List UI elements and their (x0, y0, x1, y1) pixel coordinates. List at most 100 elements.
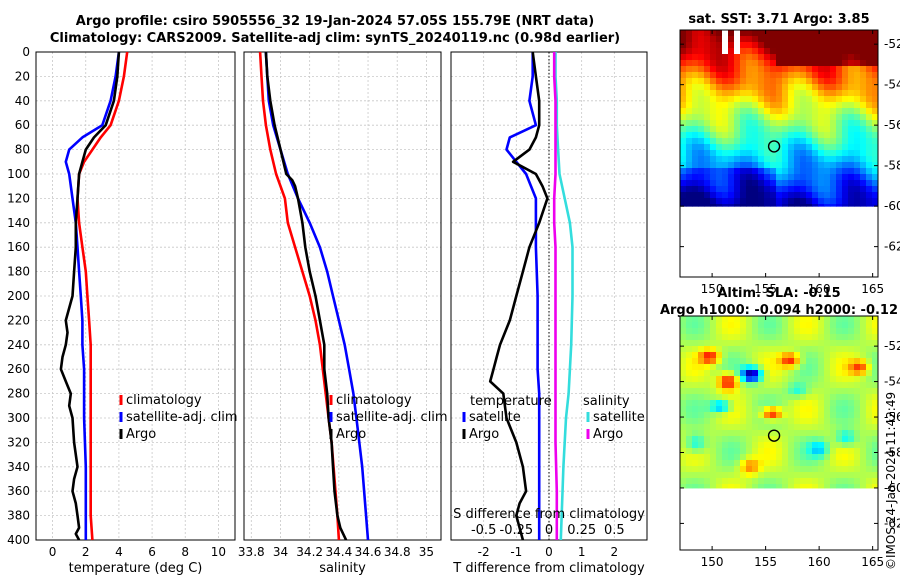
y-tick-label: 320 (7, 435, 30, 449)
x2-tick-label: -0.25 (500, 523, 534, 538)
y-tick-label: 100 (7, 167, 30, 181)
x-tick-label: 1 (578, 545, 586, 559)
x-axis-label: salinity (319, 561, 366, 576)
map-x-tick-label: 155 (754, 282, 777, 296)
y-tick-label: 200 (7, 289, 30, 303)
legend-difference: temperature salinitysatelliteArgosatellit… (453, 394, 645, 538)
panel-difference: -2 -1 0 1 2 T difference from climatology (450, 51, 648, 576)
sla-map: 150 155 160 165 -52 -54 -56 -58 -60 -62 (679, 315, 900, 569)
x-tick-label: 35 (419, 545, 434, 559)
sst-map-frame (679, 29, 879, 278)
legend-label: Argo (336, 427, 366, 442)
header-line-2: Climatology: CARS2009. Satellite-adj cli… (49, 31, 621, 46)
map-y-tick-label: -62 (884, 240, 900, 254)
map-x-tick-label: 150 (701, 282, 724, 296)
x-tick-label: 4 (115, 545, 123, 559)
sla-map-argo-marker (767, 429, 781, 442)
legend-label: satellite (469, 410, 521, 425)
y-tick-label: 300 (7, 411, 30, 425)
y-tick-label: 140 (7, 216, 30, 230)
x-tick-label: 6 (148, 545, 156, 559)
x-axis-label: T difference from climatology (452, 561, 645, 576)
x-tick-label: 34.8 (384, 545, 411, 559)
map-y-tick-label: -56 (884, 118, 900, 132)
series-line-temperature-satellite (505, 52, 541, 540)
sst-map-title: sat. SST: 3.71 Argo: 3.85 (688, 12, 869, 27)
x-tick-label: 34.4 (325, 545, 352, 559)
y-tick-label: 160 (7, 240, 30, 254)
y-tick-label: 60 (15, 118, 30, 132)
x-tick-label: -2 (478, 545, 490, 559)
sla-map-field (680, 316, 879, 489)
legend-label: climatology (336, 393, 412, 408)
legend-label: Argo (593, 427, 623, 442)
map-y-tick-label: -58 (884, 446, 900, 460)
series-line-argo (59, 51, 121, 541)
x2-tick-label: 0 (545, 523, 553, 538)
x-axis-label: temperature (deg C) (69, 561, 203, 576)
x2-tick-label: 0.25 (567, 523, 596, 538)
map-y-tick-label: -52 (884, 37, 900, 51)
sla-map-frame (679, 315, 879, 551)
legend-label: satellite-adj. clim (336, 410, 448, 425)
map-x-tick-label: 165 (861, 555, 884, 569)
map-x-tick-label: 150 (701, 555, 724, 569)
map-y-tick-label: -52 (884, 339, 900, 353)
legend-title-temperature: temperature (470, 394, 552, 409)
map-y-tick-label: -54 (884, 375, 900, 389)
x-tick-label: -1 (510, 545, 522, 559)
y-tick-label: 280 (7, 387, 30, 401)
y-tick-label: 20 (15, 69, 30, 83)
series-line-salinity-argo (552, 52, 559, 540)
series-line-temperature-argo (488, 51, 549, 541)
y-tick-label: 120 (7, 191, 30, 205)
header-line-1: Argo profile: csiro 5905556_32 19-Jan-20… (75, 14, 595, 29)
panel-salinity: 33.8 34 34.2 34.4 34.6 34.8 35 salinity (238, 51, 442, 576)
sst-map-argo-marker (767, 140, 781, 153)
legend-temperature: climatology satellite-adj. clim Argo (119, 393, 238, 442)
panel-frame (243, 51, 442, 541)
map-y-tick-label: -60 (884, 199, 900, 213)
y-tick-label: 400 (7, 533, 30, 547)
legend-salinity: climatology satellite-adj. clim Argo (329, 393, 448, 442)
x-tick-label: 10 (211, 545, 226, 559)
y-tick-label: 260 (7, 362, 30, 376)
copyright-label: ©IMOS 24-Jan-2024 11:42:49 (884, 391, 898, 570)
map-x-tick-label: 165 (861, 282, 884, 296)
sst-map: 150 155 160 165 -52 -54 -56 -58 -60 -62 (679, 29, 900, 296)
map-y-tick-label: -60 (884, 481, 900, 495)
x2-axis-label: S difference from climatology (453, 507, 645, 522)
y-tick-label: 240 (7, 338, 30, 352)
y-tick-label: 380 (7, 509, 30, 523)
y-tick-label: 220 (7, 313, 30, 327)
map-y-tick-label: -54 (884, 78, 900, 92)
map-y-tick-label: -58 (884, 159, 900, 173)
series-line-argo (264, 51, 348, 541)
y-tick-label: 40 (15, 94, 30, 108)
legend-title-salinity: salinity (583, 394, 630, 409)
map-x-tick-label: 160 (808, 555, 831, 569)
sst-map-field (680, 30, 879, 207)
legend-label: satellite (593, 410, 645, 425)
x2-tick-label: -0.5 (471, 523, 496, 538)
y-tick-label: 0 (22, 45, 30, 59)
x-tick-label: 2 (82, 545, 90, 559)
legend-label: Argo (469, 427, 499, 442)
x-tick-label: 8 (181, 545, 189, 559)
y-tick-label: 80 (15, 143, 30, 157)
sla-map-subtitle: Argo h1000: -0.094 h2000: -0.12 (660, 303, 898, 318)
sla-map-title: Altim. SLA: -0.15 (717, 286, 840, 301)
figure-header: Argo profile: csiro 5905556_32 19-Jan-20… (0, 0, 670, 52)
legend-label: Argo (126, 427, 156, 442)
x-tick-label: 34.6 (355, 545, 382, 559)
y-tick-label: 340 (7, 460, 30, 474)
x-tick-label: 2 (611, 545, 619, 559)
legend-label: satellite-adj. clim (126, 410, 238, 425)
x-tick-label: 0 (49, 545, 57, 559)
map-y-tick-label: -62 (884, 516, 900, 530)
map-y-tick-label: -56 (884, 410, 900, 424)
x-tick-label: 33.8 (238, 545, 265, 559)
y-tick-label: 360 (7, 484, 30, 498)
x-tick-label: 34.2 (296, 545, 323, 559)
